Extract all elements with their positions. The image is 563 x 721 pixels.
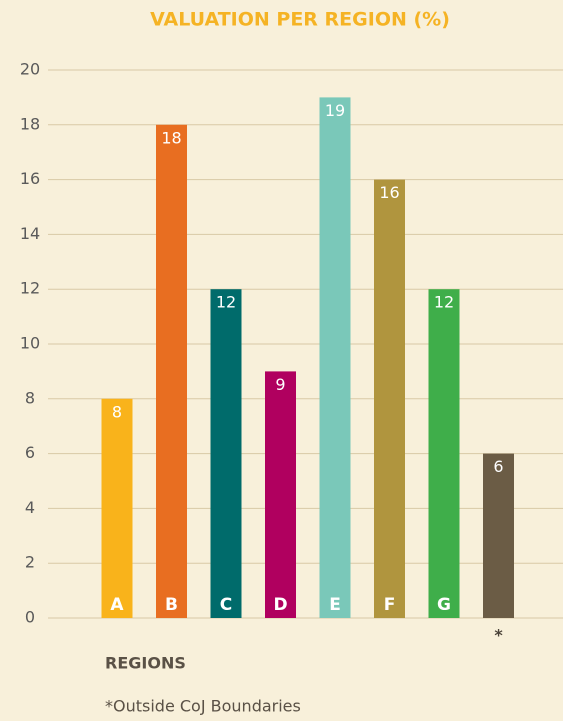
x-axis-label: REGIONS: [105, 654, 186, 673]
chart-title: VALUATION PER REGION (%): [150, 9, 450, 31]
x-tick-label: F: [384, 595, 396, 615]
footnote: *Outside CoJ Boundaries: [105, 697, 301, 716]
bar: [210, 289, 242, 618]
value-label: 19: [325, 101, 345, 120]
x-tick-label: E: [329, 595, 341, 615]
y-tick-label: 6: [25, 443, 35, 462]
value-label: 9: [275, 375, 285, 394]
x-tick-label: A: [110, 595, 124, 615]
value-label: 12: [434, 293, 454, 312]
y-tick-label: 12: [20, 279, 40, 298]
x-tick-label: G: [437, 595, 451, 615]
bar: [374, 179, 405, 618]
y-tick-label: 2: [25, 553, 35, 572]
value-label: 18: [161, 128, 181, 147]
value-label: 16: [379, 183, 399, 202]
x-tick-label: D: [273, 595, 287, 615]
value-label: 8: [112, 402, 122, 421]
y-tick-label: 16: [20, 169, 40, 188]
bar: [156, 124, 187, 619]
x-tick-label: C: [220, 595, 232, 615]
value-label: 12: [216, 293, 236, 312]
x-tick-label: B: [165, 595, 178, 615]
y-tick-label: 0: [25, 608, 35, 627]
bar: [101, 398, 133, 618]
bar: [483, 453, 514, 618]
y-tick-label: 20: [20, 60, 40, 79]
bar: [319, 97, 351, 618]
value-label: 6: [493, 457, 503, 476]
y-tick-label: 10: [20, 334, 40, 353]
y-tick-label: 8: [25, 388, 35, 407]
y-tick-label: 18: [20, 114, 40, 133]
bar: [428, 289, 460, 618]
y-tick-label: 14: [20, 224, 40, 243]
y-tick-label: 4: [25, 498, 35, 517]
bar: [265, 371, 296, 618]
x-tick-label: *: [494, 626, 503, 645]
